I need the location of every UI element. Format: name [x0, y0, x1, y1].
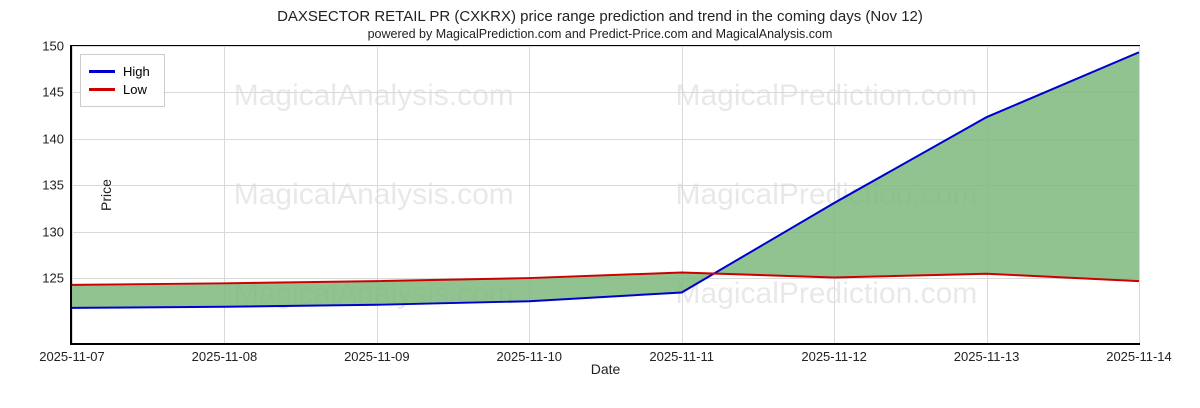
xtick-label: 2025-11-09 — [344, 349, 410, 364]
xtick-label: 2025-11-07 — [39, 349, 105, 364]
xtick-label: 2025-11-10 — [497, 349, 563, 364]
price-range-chart — [72, 46, 1139, 343]
ytick-label: 130 — [24, 224, 64, 239]
legend-item-low: Low — [89, 82, 150, 97]
plot-area: MagicalAnalysis.com MagicalPrediction.co… — [70, 45, 1140, 345]
chart-subtitle: powered by MagicalPrediction.com and Pre… — [0, 27, 1200, 41]
xtick-label: 2025-11-11 — [649, 349, 714, 364]
chart-title: DAXSECTOR RETAIL PR (CXKRX) price range … — [0, 8, 1200, 25]
legend-label-high: High — [123, 64, 150, 79]
ytick-label: 145 — [24, 85, 64, 100]
chart-legend: High Low — [80, 54, 165, 107]
gridline-x — [1139, 46, 1140, 343]
xtick-label: 2025-11-12 — [801, 349, 867, 364]
ytick-label: 150 — [24, 39, 64, 54]
legend-item-high: High — [89, 64, 150, 79]
legend-label-low: Low — [123, 82, 147, 97]
ytick-label: 125 — [24, 271, 64, 286]
ytick-label: 135 — [24, 178, 64, 193]
xtick-label: 2025-11-13 — [954, 349, 1020, 364]
xtick-label: 2025-11-08 — [192, 349, 258, 364]
ytick-label: 140 — [24, 131, 64, 146]
x-axis-label: Date — [591, 361, 621, 377]
xtick-label: 2025-11-14 — [1106, 349, 1172, 364]
